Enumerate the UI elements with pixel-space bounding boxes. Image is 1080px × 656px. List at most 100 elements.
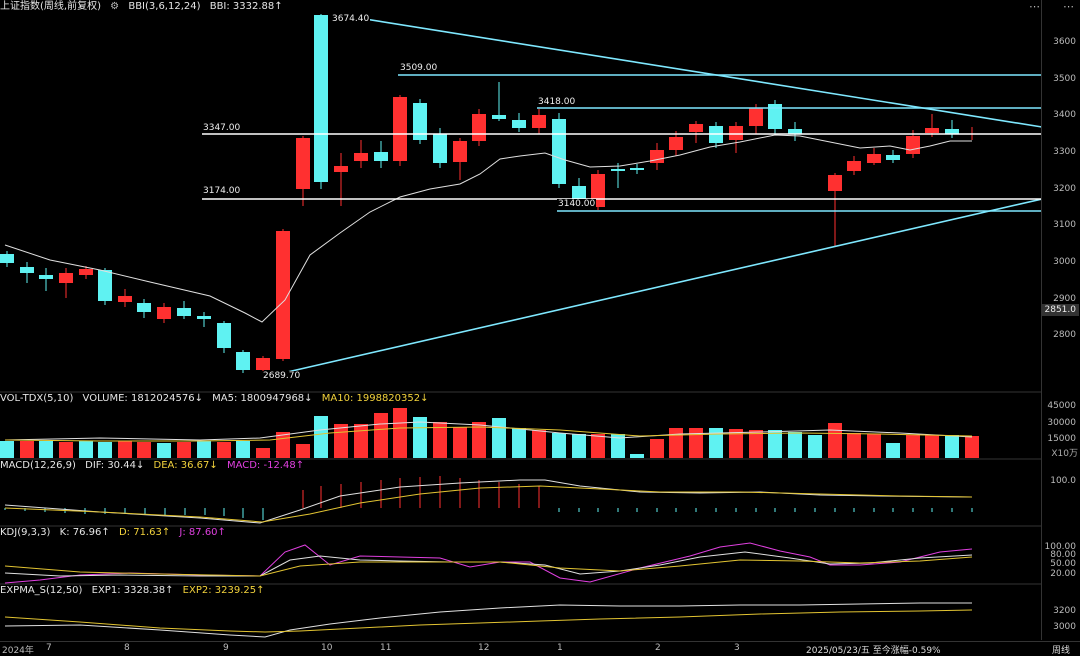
trend-line-lower — [269, 198, 1042, 377]
candle-body — [552, 119, 566, 184]
month-label: 7 — [46, 643, 52, 653]
candle-body — [749, 108, 763, 126]
axis-label: 2800 — [1053, 330, 1076, 340]
candle-body — [886, 155, 900, 160]
more-icon[interactable]: ⋯ — [1029, 0, 1040, 13]
candle-body — [945, 129, 959, 134]
candle-body — [276, 231, 290, 359]
axis-label: 3000 — [1053, 257, 1076, 267]
kdj-k: K: 76.96↑ — [59, 527, 110, 538]
kdj-axis-label: 50.00 — [1050, 559, 1076, 569]
expma-header: EXPMA_S(12,50) EXP1: 3328.38↑ EXP2: 3239… — [0, 584, 271, 598]
period-button[interactable]: 周线 — [1052, 646, 1071, 656]
candle-body — [98, 270, 112, 301]
volume-bar — [689, 428, 703, 458]
candle-body — [611, 169, 625, 171]
kdj-j-line — [4, 542, 973, 584]
candle-body — [79, 269, 93, 275]
volume-bar — [236, 441, 250, 458]
volume-bar — [650, 439, 664, 458]
bbi-value: BBI: 3332.88↑ — [209, 1, 283, 12]
kline-chart[interactable] — [0, 0, 1042, 641]
volume-bar — [177, 442, 191, 458]
main-header: 上证指数(周线,前复权) ⚙ BBI(3,6,12,24) BBI: 3332.… — [0, 0, 289, 14]
macd-header: MACD(12,26,9) DIF: 30.44↓ DEA: 36.67↓ MA… — [0, 459, 310, 473]
level-label-high: 3674.40 — [331, 14, 371, 24]
level-label-3509: 3509.00 — [399, 63, 439, 73]
month-label: 9 — [223, 643, 229, 653]
expma-axis-label: 3000 — [1053, 622, 1076, 632]
vol-header: VOL-TDX(5,10) VOLUME: 1812024576↓ MA5: 1… — [0, 392, 435, 406]
year-label: 2024年 — [2, 646, 34, 656]
candle-body — [669, 137, 683, 150]
volume-bar — [945, 435, 959, 458]
kdj-d: D: 71.63↑ — [118, 527, 171, 538]
volume-bar — [768, 430, 782, 458]
candle-body — [472, 114, 486, 141]
volume-bar — [630, 454, 644, 458]
axis-label: 3500 — [1053, 74, 1076, 84]
volume-bar — [788, 432, 802, 458]
settings-icon[interactable]: ⚙ — [110, 1, 120, 12]
candle-body — [236, 352, 250, 370]
vol-unit[interactable]: X10万 — [1051, 449, 1078, 459]
candle-body — [157, 307, 171, 319]
candle-body — [867, 154, 881, 163]
candle-body — [532, 115, 546, 128]
candle-body — [729, 126, 743, 140]
chart-title[interactable]: 上证指数(周线,前复权) — [0, 1, 101, 12]
axis-label: 3100 — [1053, 220, 1076, 230]
candle-body — [768, 104, 782, 129]
month-label: 8 — [124, 643, 130, 653]
month-label: 1 — [557, 643, 563, 653]
volume-bar — [749, 430, 763, 458]
volume-bar — [965, 436, 979, 458]
volume-bar — [137, 442, 151, 458]
level-label-3174: 3174.00 — [202, 186, 242, 196]
price-axis[interactable]: 3600 3500 3400 3300 3200 3100 3000 2900 … — [1041, 0, 1080, 640]
macd-dea-line — [4, 485, 973, 523]
month-label: 2 — [655, 643, 661, 653]
kdj-axis-label: 80.00 — [1050, 550, 1076, 560]
volume-bar — [492, 418, 506, 458]
macd-axis-label: 100.0 — [1050, 476, 1076, 486]
kdj-title[interactable]: KDJ(9,3,3) — [0, 527, 51, 538]
volume-bar — [886, 443, 900, 458]
candle-body — [453, 141, 467, 162]
candle-body — [256, 358, 270, 370]
trend-line-upper — [339, 14, 1042, 128]
volume-bar — [98, 442, 112, 458]
vol-axis-label: 15000 — [1047, 434, 1076, 444]
kdj-axis-label: 20.00 — [1050, 569, 1076, 579]
volume-bar — [217, 442, 231, 458]
volume-bar — [393, 408, 407, 458]
kdj-d-line — [4, 556, 973, 577]
candle-body — [788, 129, 802, 134]
bbi-label: BBI(3,6,12,24) — [128, 1, 201, 12]
vol-volume: VOLUME: 1812024576↓ — [82, 393, 203, 404]
options-icon[interactable]: ⋯ — [1063, 0, 1074, 13]
candle-body — [197, 316, 211, 319]
candle-body — [630, 168, 644, 170]
volume-bar — [79, 441, 93, 458]
volume-bar — [334, 424, 348, 458]
axis-label: 2900 — [1053, 294, 1076, 304]
candle-body — [334, 166, 348, 172]
candle-body — [217, 323, 231, 348]
volume-bar — [867, 434, 881, 458]
axis-label: 3600 — [1053, 37, 1076, 47]
volume-bar — [552, 433, 566, 458]
vol-title[interactable]: VOL-TDX(5,10) — [0, 393, 74, 404]
vol-ma5-line — [4, 421, 973, 441]
expma-title[interactable]: EXPMA_S(12,50) — [0, 585, 83, 596]
volume-bar — [906, 435, 920, 458]
axis-label: 3300 — [1053, 147, 1076, 157]
macd-title[interactable]: MACD(12,26,9) — [0, 460, 76, 471]
macd-dea: DEA: 36.67↓ — [153, 460, 218, 471]
volume-bar — [472, 422, 486, 458]
volume-bar — [847, 433, 861, 458]
candle-body — [177, 308, 191, 316]
candle-body — [689, 124, 703, 132]
candle-body — [59, 273, 73, 283]
time-axis[interactable]: 2024年 7 8 9 10 11 12 1 2 3 2025/05/23/五 … — [0, 641, 1080, 656]
